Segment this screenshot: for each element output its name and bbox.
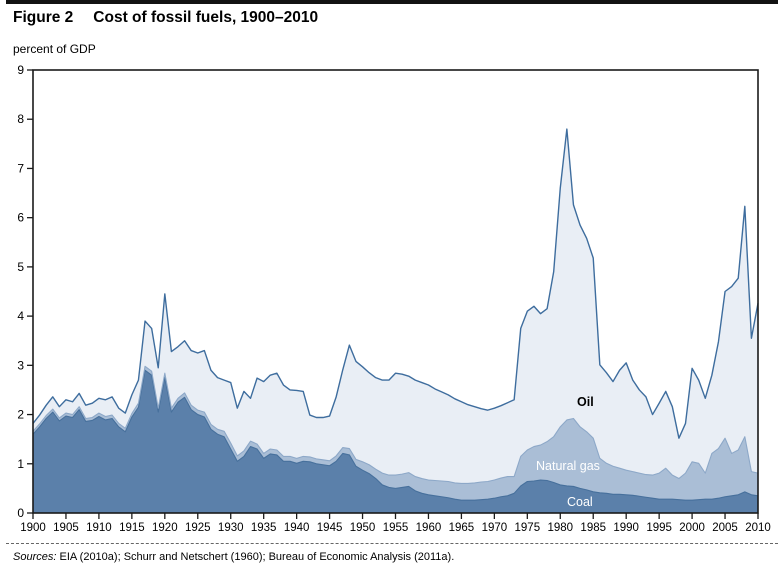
x-tick-label: 1955: [383, 522, 409, 534]
y-tick-label: 2: [17, 408, 24, 422]
figure-title-row: Figure 2 Cost of fossil fuels, 1900–2010: [13, 9, 318, 27]
figure-top-rule: [6, 0, 778, 4]
sources-line: Sources: EIA (2010a); Schurr and Netsche…: [13, 551, 454, 563]
x-tick-label: 1900: [20, 522, 46, 534]
x-tick-label: 2005: [712, 522, 738, 534]
x-tick-label: 1905: [53, 522, 79, 534]
x-tick-label: 1975: [515, 522, 541, 534]
coal-area-label: Coal: [567, 495, 593, 509]
x-tick-label: 1940: [284, 522, 310, 534]
coal-area: [33, 370, 758, 513]
figure-bottom-rule: [6, 543, 778, 544]
natural-gas-area-label: Natural gas: [536, 459, 600, 473]
oil-area: [33, 129, 758, 513]
y-tick-label: 7: [17, 161, 24, 175]
y-tick-label: 9: [17, 63, 24, 77]
x-tick-label: 1960: [416, 522, 442, 534]
y-tick-label: 6: [17, 211, 24, 225]
x-tick-label: 1980: [547, 522, 573, 534]
x-tick-label: 2000: [679, 522, 705, 534]
y-tick-label: 1: [17, 457, 24, 471]
x-tick-label: 1930: [218, 522, 244, 534]
y-tick-label: 8: [17, 112, 24, 126]
x-tick-label: 1985: [580, 522, 606, 534]
x-tick-label: 1990: [613, 522, 639, 534]
figure-title: Cost of fossil fuels, 1900–2010: [93, 9, 319, 26]
x-tick-label: 1910: [86, 522, 112, 534]
x-tick-label: 1935: [251, 522, 277, 534]
y-tick-label: 0: [17, 506, 24, 520]
natural-gas-boundary-line: [32, 365, 759, 485]
x-tick-label: 1970: [482, 522, 508, 534]
x-tick-label: 1995: [646, 522, 672, 534]
y-tick-label: 3: [17, 358, 24, 372]
y-axis-title: percent of GDP: [13, 42, 96, 56]
x-tick-label: 1920: [152, 522, 178, 534]
x-tick-label: 1925: [185, 522, 211, 534]
figure-number: Figure 2: [13, 9, 74, 26]
x-tick-label: 1950: [350, 522, 376, 534]
x-tick-label: 1915: [119, 522, 145, 534]
coal-boundary-line: [32, 369, 759, 501]
sources-label: Sources:: [13, 551, 57, 563]
oil-boundary-line: [32, 128, 759, 439]
y-tick-label: 4: [17, 309, 24, 323]
oil-area-label: Oil: [577, 395, 594, 409]
x-tick-label: 2010: [745, 522, 771, 534]
x-tick-label: 1945: [317, 522, 343, 534]
x-tick-label: 1965: [449, 522, 475, 534]
sources-text: EIA (2010a); Schurr and Netschert (1960)…: [59, 551, 455, 563]
y-tick-label: 5: [17, 260, 24, 274]
